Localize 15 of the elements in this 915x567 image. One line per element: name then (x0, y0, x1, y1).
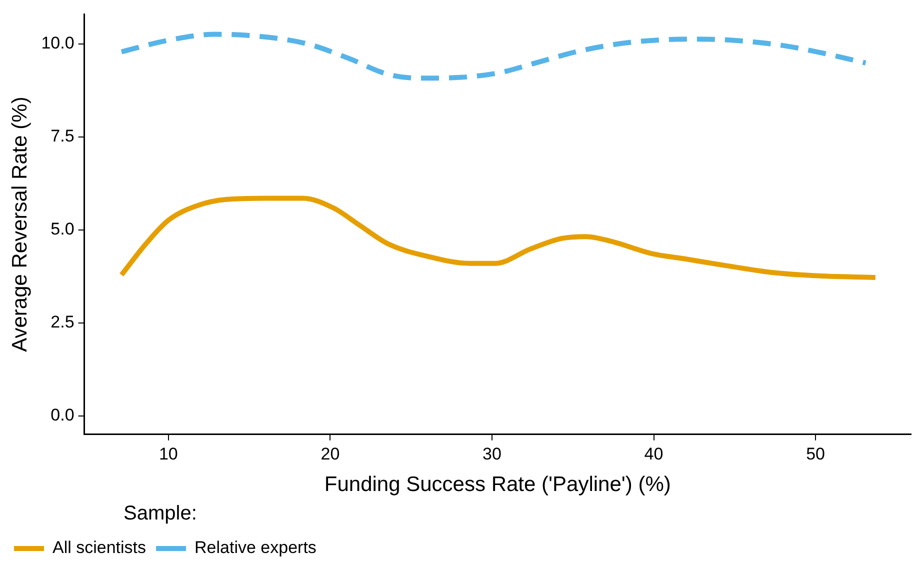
x-tick-label: 50 (806, 444, 826, 464)
y-tick-label: 5.0 (50, 220, 74, 239)
y-tick-label: 7.5 (50, 126, 74, 146)
legend-label: Relative experts (194, 538, 316, 558)
x-tick-label: 10 (158, 444, 178, 464)
x-tick-label: 40 (644, 444, 664, 464)
legend-title: Sample: (124, 502, 197, 525)
y-tick-label: 0.0 (50, 405, 74, 424)
legend-label: All scientists (52, 538, 146, 558)
x-tick-label: 20 (320, 444, 340, 464)
x-tick-label: 30 (482, 444, 502, 464)
y-tick-label: 2.5 (50, 312, 74, 332)
y-tick-label: 10.0 (41, 34, 74, 53)
x-axis-title: Funding Success Rate ('Payline') (%) (324, 473, 671, 496)
y-axis-title: Average Reversal Rate (%) (8, 96, 32, 352)
